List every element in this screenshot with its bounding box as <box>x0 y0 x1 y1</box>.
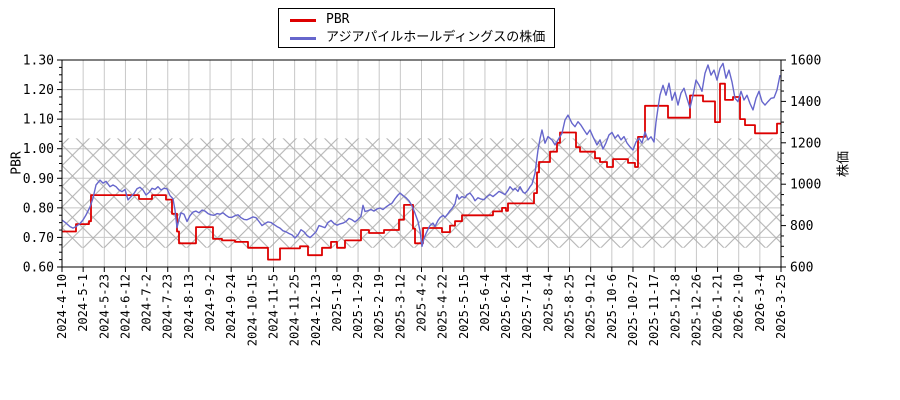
x-tick-label: 2025-1-29 <box>351 274 365 339</box>
left-tick-label: 0.90 <box>23 172 54 187</box>
x-tick-label: 2025-11-17 <box>647 274 661 346</box>
x-tick-label: 2026-3-4 <box>753 274 767 332</box>
x-tick-label: 2025-2-19 <box>372 274 386 339</box>
pbr-line <box>62 82 781 261</box>
right-axis-title: 株価 <box>836 150 852 178</box>
left-tick-label: 1.30 <box>23 54 54 69</box>
x-tick-label: 2025-6-24 <box>499 274 513 339</box>
left-tick-label: 1.10 <box>23 113 54 128</box>
legend-item-pbr: PBR <box>290 11 554 29</box>
x-tick-label: 2025-12-26 <box>689 274 703 346</box>
right-tick-label: 1400 <box>790 95 821 110</box>
x-tick-label: 2025-6-4 <box>478 274 492 332</box>
x-tick-label: 2024-9-24 <box>224 274 238 339</box>
x-tick-label: 2025-4-2 <box>415 274 429 332</box>
x-tick-label: 2024-6-12 <box>118 274 132 339</box>
right-tick-label: 1000 <box>790 178 821 193</box>
x-tick-label: 2025-10-27 <box>626 274 640 346</box>
x-tick-label: 2026-2-10 <box>732 274 746 339</box>
x-tick-label: 2024-12-13 <box>309 274 323 346</box>
x-tick-label: 2025-1-8 <box>330 274 344 332</box>
right-tick-label: 800 <box>790 219 813 234</box>
x-tick-label: 2025-9-12 <box>584 274 598 339</box>
x-tick-label: 2024-5-23 <box>97 274 111 339</box>
x-tick-label: 2024-11-25 <box>288 274 302 346</box>
left-axis-title: PBR <box>9 151 25 175</box>
x-tick-label: 2024-8-13 <box>182 274 196 339</box>
legend-label-pbr: PBR <box>326 12 350 27</box>
x-tick-label: 2024-4-10 <box>55 274 69 339</box>
x-tick-label: 2025-7-14 <box>520 274 534 339</box>
x-tick-label: 2025-5-15 <box>457 274 471 339</box>
pbr-band <box>62 138 781 248</box>
left-tick-label: 1.00 <box>23 142 54 157</box>
legend-line-sample-price <box>290 36 316 40</box>
x-tick-label: 2025-4-22 <box>436 274 450 339</box>
left-tick-label: 0.60 <box>23 261 54 276</box>
x-tick-label: 2025-3-12 <box>393 274 407 339</box>
x-tick-label: 2025-12-8 <box>668 274 682 339</box>
legend-line-sample-pbr <box>290 18 316 22</box>
price-line <box>61 62 781 248</box>
x-tick-label: 2024-7-23 <box>161 274 175 339</box>
x-tick-label: 2024-9-2 <box>203 274 217 332</box>
legend: PBR アジアパイルホールディングスの株価 <box>278 8 555 48</box>
x-tick-label: 2025-8-25 <box>563 274 577 339</box>
legend-item-price: アジアパイルホールディングスの株価 <box>290 29 554 47</box>
right-tick-label: 1200 <box>790 136 821 151</box>
x-tick-label: 2026-1-21 <box>711 274 725 339</box>
x-tick-label: 2026-3-25 <box>774 274 788 339</box>
x-tick-label: 2025-10-6 <box>605 274 619 339</box>
x-tick-label: 2024-7-2 <box>140 274 154 332</box>
left-tick-label: 0.70 <box>23 231 54 246</box>
right-tick-label: 1600 <box>790 54 821 69</box>
x-tick-label: 2024-5-1 <box>76 274 90 332</box>
left-tick-label: 0.80 <box>23 201 54 216</box>
x-tick-label: 2024-11-5 <box>266 274 280 339</box>
left-tick-label: 1.20 <box>23 83 54 98</box>
x-tick-label: 2025-8-4 <box>541 274 555 332</box>
legend-label-price: アジアパイルホールディングスの株価 <box>326 30 546 45</box>
right-tick-label: 600 <box>790 261 813 276</box>
x-tick-label: 2024-10-15 <box>245 274 259 346</box>
tick-labels: 0.60 0.70 0.80 0.90 1.00 1.10 1.20 1.30 600 800 10… <box>23 54 822 347</box>
ticks <box>57 59 786 272</box>
